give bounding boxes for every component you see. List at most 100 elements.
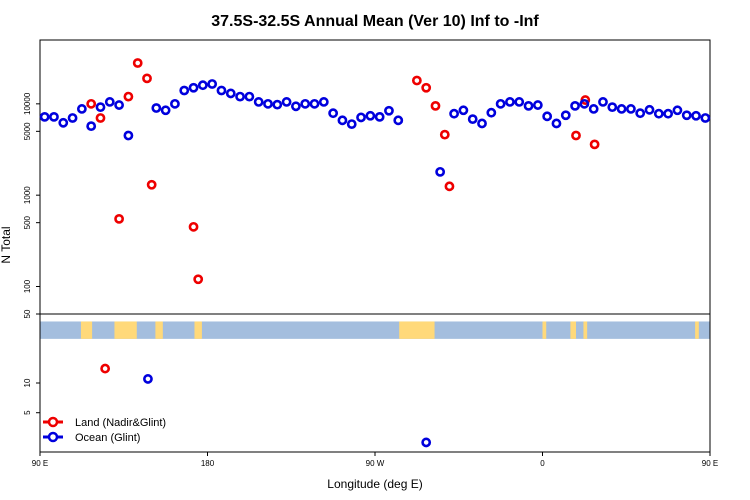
ocean-point xyxy=(495,98,506,109)
legend-ocean-marker xyxy=(47,431,59,443)
bottom-y-axis: 5 10 50 xyxy=(23,309,40,415)
ocean-point xyxy=(244,91,255,102)
ocean-point xyxy=(449,108,459,119)
ocean-point xyxy=(160,105,171,116)
ocean-point xyxy=(76,104,87,114)
land-point xyxy=(589,139,600,150)
land-segment xyxy=(399,321,435,339)
ocean-point xyxy=(486,107,497,118)
ocean-point xyxy=(170,98,180,109)
ocean-point xyxy=(272,99,283,110)
ocean-point xyxy=(551,118,562,129)
ocean-point xyxy=(291,101,301,112)
land-point xyxy=(421,82,432,93)
ocean-point xyxy=(151,103,162,113)
ocean-point xyxy=(435,166,446,177)
ocean-point xyxy=(328,108,339,119)
land-segment xyxy=(695,321,699,339)
ocean-point xyxy=(104,97,115,107)
chart-title: 37.5S-32.5S Annual Mean (Ver 10) Inf to … xyxy=(211,13,539,30)
land-point xyxy=(444,181,455,192)
ocean-point xyxy=(458,105,469,116)
ocean-point xyxy=(570,100,580,111)
ocean-point xyxy=(532,100,543,110)
land-point xyxy=(100,363,111,374)
x-tick-label: 90 W xyxy=(366,459,385,468)
ocean-point xyxy=(309,98,320,109)
x-axis: 90 E 180 90 W 0 90 E xyxy=(32,452,718,468)
land-segment xyxy=(570,321,576,339)
land-point xyxy=(430,100,441,111)
ocean-point xyxy=(365,110,376,121)
ocean-point xyxy=(579,98,590,109)
ocean-point xyxy=(58,117,69,128)
x-axis-label: Longitude (deg E) xyxy=(327,477,422,491)
ocean-point xyxy=(95,102,106,113)
ocean-point xyxy=(188,82,199,93)
legend-land-marker xyxy=(47,416,59,428)
land-point xyxy=(439,129,450,140)
ocean-point xyxy=(644,104,655,115)
y-tick-label: 100 xyxy=(23,279,32,293)
ocean-point xyxy=(86,121,97,132)
y-tick-label: 50 xyxy=(23,309,32,318)
y-tick-label: 10 xyxy=(23,378,32,387)
ocean-point xyxy=(179,85,190,96)
ocean-point xyxy=(225,88,236,99)
ocean-point xyxy=(523,100,534,111)
top-panel-points xyxy=(39,58,711,285)
ocean-point xyxy=(653,108,664,119)
ocean-point xyxy=(384,105,394,116)
land-point xyxy=(188,221,199,232)
ocean-point xyxy=(337,115,348,126)
land-segment xyxy=(542,321,547,339)
ocean-point xyxy=(346,119,357,130)
legend-ocean-label: Ocean (Glint) xyxy=(75,432,140,444)
ocean-point xyxy=(49,111,59,122)
top-panel-frame xyxy=(39,39,711,315)
ocean-point xyxy=(598,97,608,107)
x-tick-label: 90 E xyxy=(32,459,48,468)
y-tick-label: 10000 xyxy=(23,92,32,115)
land-point xyxy=(86,98,97,109)
x-tick-label: 0 xyxy=(540,459,545,468)
ocean-point xyxy=(235,91,245,102)
x-tick-label: 90 E xyxy=(702,459,718,468)
ocean-point xyxy=(374,111,385,122)
ocean-point xyxy=(421,437,432,448)
land-point xyxy=(95,113,106,123)
y-tick-label: 500 xyxy=(23,215,32,229)
ocean-point xyxy=(514,97,525,107)
ocean-point xyxy=(39,111,50,122)
land-point xyxy=(114,213,124,224)
land-point xyxy=(411,75,422,86)
ocean-point xyxy=(216,85,227,96)
ocean-point xyxy=(356,112,366,123)
legend: Land (Nadir&Glint) Ocean (Glint) xyxy=(43,416,166,444)
ocean-point xyxy=(477,118,487,129)
ocean-point xyxy=(207,79,218,89)
bottom-panel-points xyxy=(100,363,432,448)
ocean-point xyxy=(281,97,292,107)
land-point xyxy=(193,274,204,285)
land-segment xyxy=(114,321,137,339)
ocean-point xyxy=(318,97,329,107)
ocean-point xyxy=(123,130,134,141)
ocean-point xyxy=(542,111,553,122)
ocean-point xyxy=(681,110,692,121)
land-mask-strip xyxy=(40,321,710,339)
ocean-point xyxy=(626,104,636,114)
ocean-point xyxy=(663,108,674,119)
ocean-point xyxy=(300,98,311,109)
ocean-point xyxy=(197,80,208,91)
land-segment xyxy=(194,321,202,339)
ocean-point xyxy=(672,105,683,116)
land-point xyxy=(142,73,152,84)
y-axis-label: N Total xyxy=(0,226,13,263)
ocean-point xyxy=(467,114,478,125)
ocean-point xyxy=(560,110,571,121)
ocean-point xyxy=(505,97,515,107)
x-tick-label: 180 xyxy=(201,459,215,468)
ocean-point xyxy=(700,113,711,123)
